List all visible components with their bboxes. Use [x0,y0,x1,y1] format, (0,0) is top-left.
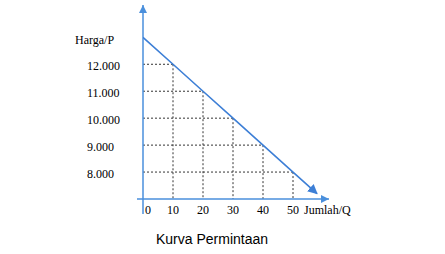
grid-line-h [143,64,173,65]
y-axis [142,5,144,214]
chart-title: Kurva Permintaan [156,231,268,247]
x-tick-label: 20 [197,203,209,217]
y-tick-label: 12.000 [87,59,120,73]
grid-line-h [143,172,293,173]
x-tick-label: 0 [145,203,151,217]
x-tick-label: 50 [287,203,299,217]
x-axis-label: Jumlah/Q [304,203,351,217]
grid-line-h [143,118,233,119]
demand-line [143,37,317,193]
y-tick-label: 9.000 [87,140,114,154]
grid [143,64,293,199]
grid-line-h [143,91,203,92]
series [143,37,317,193]
grid-line-v [293,172,294,199]
grid-line-v [173,64,174,199]
grid-line-v [233,118,234,199]
grid-line-h [143,145,263,146]
y-tick-label: 10.000 [87,113,120,127]
chart-container: 8.000 9.000 10.000 11.000 12.000 0 10 20 30 40 50 H… [0,0,445,254]
chart-svg: 8.000 9.000 10.000 11.000 12.000 0 10 20 30 40 50 H… [0,0,445,254]
x-tick-label: 30 [227,203,239,217]
x-tick-label: 40 [257,203,269,217]
y-tick-label: 11.000 [87,86,120,100]
y-tick-label: 8.000 [87,167,114,181]
y-axis-label: Harga/P [75,33,114,47]
x-axis [137,198,329,200]
x-tick-label: 10 [167,203,179,217]
